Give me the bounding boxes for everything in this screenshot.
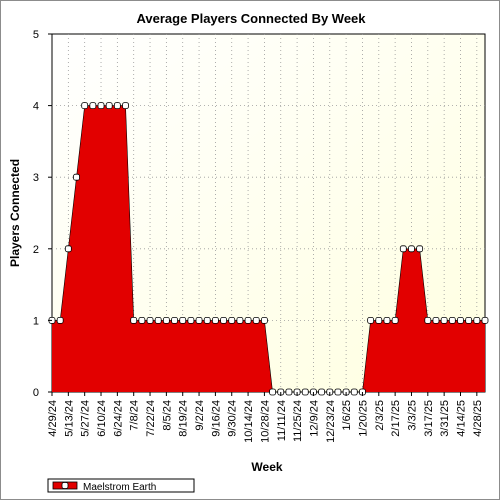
x-tick-label: 2/17/25 xyxy=(390,400,402,437)
data-point xyxy=(350,388,358,396)
data-point xyxy=(195,316,203,324)
data-point xyxy=(162,316,170,324)
data-point xyxy=(64,245,72,253)
data-point xyxy=(391,316,399,324)
data-point xyxy=(56,316,64,324)
data-point xyxy=(465,316,473,324)
x-tick-label: 12/23/24 xyxy=(325,400,337,443)
data-point xyxy=(261,316,268,324)
y-tick-label: 5 xyxy=(33,29,39,41)
data-point xyxy=(105,102,113,109)
data-point xyxy=(81,102,89,109)
x-axis-label: Week xyxy=(251,460,282,474)
marker-layer xyxy=(48,102,489,396)
data-point xyxy=(408,245,415,253)
data-point xyxy=(416,245,424,253)
data-point xyxy=(252,316,260,324)
data-point xyxy=(89,102,97,109)
data-point xyxy=(154,316,162,324)
x-tick-label: 10/14/24 xyxy=(243,400,255,443)
data-point xyxy=(375,316,383,324)
x-tick-label: 4/14/25 xyxy=(455,400,467,437)
data-point xyxy=(97,102,105,109)
data-point xyxy=(203,316,211,324)
data-point xyxy=(424,316,432,324)
data-point xyxy=(122,102,129,109)
data-point xyxy=(73,173,80,181)
data-point xyxy=(244,316,252,324)
x-tick-label: 5/27/24 xyxy=(80,400,92,437)
x-tick-label: 2/3/25 xyxy=(374,400,386,431)
data-point xyxy=(301,388,309,396)
data-point xyxy=(440,316,448,324)
data-point xyxy=(473,316,481,324)
data-point xyxy=(146,316,154,324)
x-tick-label: 6/10/24 xyxy=(96,400,108,437)
data-point xyxy=(318,388,326,396)
x-tick-label: 3/31/25 xyxy=(439,400,451,437)
x-tick-label: 6/24/24 xyxy=(112,400,124,437)
x-tick-label: 8/19/24 xyxy=(178,400,190,437)
y-tick-label: 3 xyxy=(33,172,39,184)
legend-label: Maelstrom Earth xyxy=(83,482,156,493)
x-tick-label: 4/29/24 xyxy=(47,400,59,437)
data-point xyxy=(130,316,138,324)
data-point xyxy=(171,316,178,324)
data-point xyxy=(179,316,187,324)
legend-box xyxy=(47,478,195,493)
x-tick-label: 8/5/24 xyxy=(161,400,173,431)
y-tick-label: 4 xyxy=(33,101,39,113)
data-point xyxy=(367,316,375,324)
x-tick-label: 3/3/25 xyxy=(406,400,418,431)
data-point xyxy=(457,316,464,324)
data-point xyxy=(236,316,244,324)
data-point xyxy=(220,316,227,324)
x-tick-label: 9/30/24 xyxy=(227,400,239,437)
y-axis: 0 1 2 3 4 5 xyxy=(33,29,52,399)
x-tick-label: 1/6/25 xyxy=(341,400,353,431)
data-point xyxy=(383,316,391,324)
y-tick-label: 0 xyxy=(33,387,39,399)
x-axis: 4/29/24 5/13/24 5/27/24 6/10/24 6/24/24 7/8/2… xyxy=(47,392,484,443)
data-point xyxy=(334,388,342,396)
x-tick-label: 7/8/24 xyxy=(129,400,141,431)
x-tick-label: 7/22/24 xyxy=(145,400,157,437)
chart-title: Average Players Connected By Week xyxy=(136,11,366,26)
data-point xyxy=(187,316,195,324)
data-point xyxy=(138,316,146,324)
data-point xyxy=(113,102,121,109)
data-point xyxy=(269,388,276,396)
x-tick-label: 11/11/24 xyxy=(276,400,288,441)
legend: Maelstrom Earth xyxy=(47,478,195,493)
data-point xyxy=(228,316,236,324)
x-tick-label: 4/28/25 xyxy=(472,400,484,437)
data-point xyxy=(211,316,219,324)
y-axis-label: Players Connected xyxy=(8,159,22,267)
x-tick-label: 9/16/24 xyxy=(210,400,222,437)
x-tick-label: 3/17/25 xyxy=(423,400,435,437)
y-tick-label: 2 xyxy=(33,244,39,256)
data-point xyxy=(432,316,440,324)
data-point xyxy=(285,388,293,396)
legend-marker xyxy=(61,482,69,489)
x-tick-label: 9/2/24 xyxy=(194,400,206,431)
x-tick-label: 1/20/25 xyxy=(357,400,369,437)
data-point xyxy=(448,316,456,324)
x-tick-label: 10/28/24 xyxy=(259,400,271,443)
y-tick-label: 1 xyxy=(33,315,39,327)
x-tick-label: 12/9/24 xyxy=(308,400,320,437)
data-point xyxy=(399,245,407,253)
x-tick-label: 5/13/24 xyxy=(63,400,75,437)
x-tick-label: 11/25/24 xyxy=(292,400,304,442)
data-point xyxy=(481,316,489,324)
